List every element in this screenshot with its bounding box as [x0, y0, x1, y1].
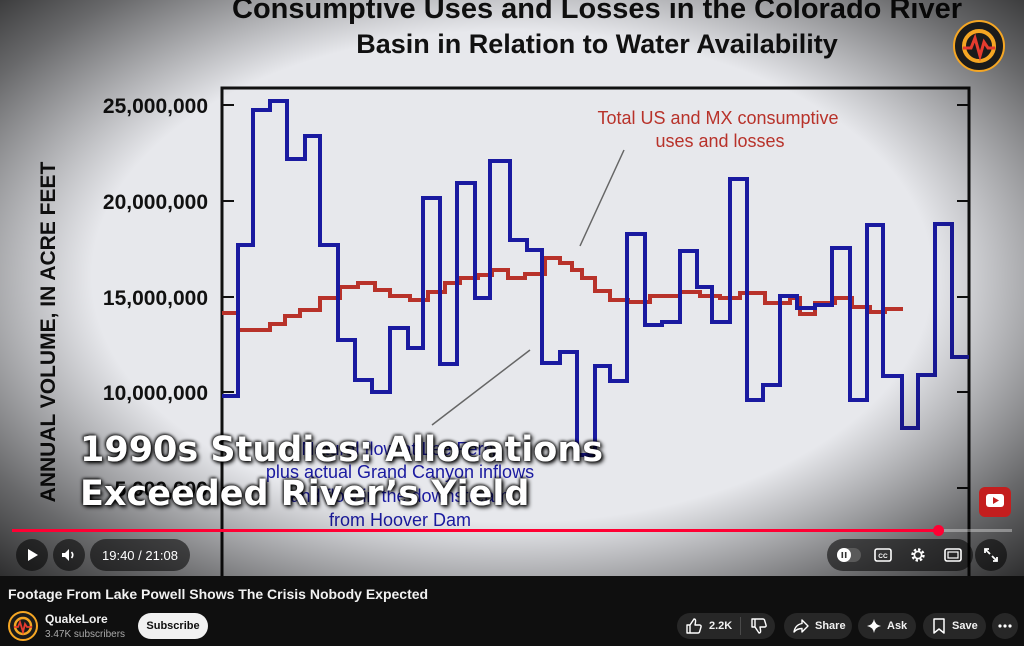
y-tick-label: 15,000,000 — [103, 287, 208, 310]
fullscreen-icon — [984, 548, 998, 562]
share-icon — [793, 619, 809, 633]
more-horizontal-icon — [998, 624, 1012, 628]
y-tick-label: 25,000,000 — [103, 95, 208, 118]
captions-icon: CC — [874, 548, 892, 562]
sparkle-icon — [867, 619, 881, 633]
subscribe-watermark-icon — [986, 494, 1004, 507]
ask-button[interactable]: Ask — [858, 613, 916, 639]
like-button[interactable]: 2.2K — [685, 617, 742, 635]
bookmark-icon — [933, 618, 945, 634]
y-axis-label: ANNUAL VOLUME, IN ACRE FEET — [37, 161, 60, 502]
progress-bar[interactable] — [12, 525, 1012, 536]
progress-played — [12, 529, 938, 532]
like-dislike-group: 2.2K — [677, 613, 775, 639]
quakelore-logo-icon — [962, 29, 996, 63]
save-button[interactable]: Save — [923, 613, 986, 639]
thumbs-up-icon — [686, 618, 702, 634]
slide-title-line2: Basin in Relation to Water Availability — [356, 29, 838, 59]
autoplay-toggle-icon — [837, 548, 861, 562]
svg-text:CC: CC — [878, 553, 888, 560]
time-separator: / — [134, 547, 146, 563]
settings-button[interactable] — [900, 539, 936, 571]
channel-logo-watermark[interactable] — [953, 20, 1005, 72]
subscribe-button[interactable]: Subscribe — [138, 613, 208, 639]
current-time: 19:40 — [102, 547, 135, 563]
caption-line: Exceeded River’s Yield — [80, 474, 530, 514]
y-tick-label: 10,000,000 — [103, 382, 208, 405]
share-label: Share — [815, 620, 846, 632]
theater-mode-icon — [944, 548, 962, 562]
video-caption-overlay: 1990s Studies: Allocations Exceeded Rive… — [80, 428, 603, 516]
video-title: Footage From Lake Powell Shows The Crisi… — [8, 586, 429, 602]
settings-icon — [911, 548, 925, 562]
progress-scrubber-handle[interactable] — [933, 525, 944, 536]
theater-mode-button[interactable] — [935, 539, 971, 571]
subscribe-watermark[interactable] — [979, 487, 1011, 517]
play-icon — [28, 549, 38, 561]
thumbs-down-icon — [751, 618, 768, 634]
like-count: 2.2K — [709, 620, 733, 632]
subscriber-count: 3.47K subscribers — [45, 629, 126, 640]
channel-name[interactable]: QuakeLore — [45, 612, 108, 626]
quakelore-logo-icon — [13, 616, 33, 636]
autoplay-toggle[interactable] — [831, 539, 867, 571]
play-button[interactable] — [16, 539, 48, 571]
volume-icon — [62, 549, 74, 561]
caption-line: 1990s Studies: Allocations — [80, 430, 604, 470]
y-tick-label: 20,000,000 — [103, 191, 208, 214]
save-label: Save — [952, 620, 978, 632]
red-annotation: Total US and MX consumptive — [597, 108, 838, 128]
share-button[interactable]: Share — [784, 613, 852, 639]
red-annotation: uses and losses — [655, 131, 784, 151]
captions-button[interactable]: CC — [865, 539, 901, 571]
channel-avatar[interactable] — [8, 611, 38, 641]
slide-title-line1: Consumptive Uses and Losses in the Color… — [232, 0, 962, 25]
time-display: 19:40 / 21:08 — [90, 539, 190, 571]
right-controls: CC — [827, 539, 973, 571]
mute-button[interactable] — [53, 539, 85, 571]
ask-label: Ask — [887, 620, 908, 632]
fullscreen-button[interactable] — [975, 539, 1007, 571]
dislike-button[interactable] — [741, 617, 768, 635]
duration: 21:08 — [145, 547, 178, 563]
video-player[interactable]: Consumptive Uses and Losses in the Color… — [0, 0, 1024, 576]
more-actions-button[interactable] — [992, 613, 1018, 639]
